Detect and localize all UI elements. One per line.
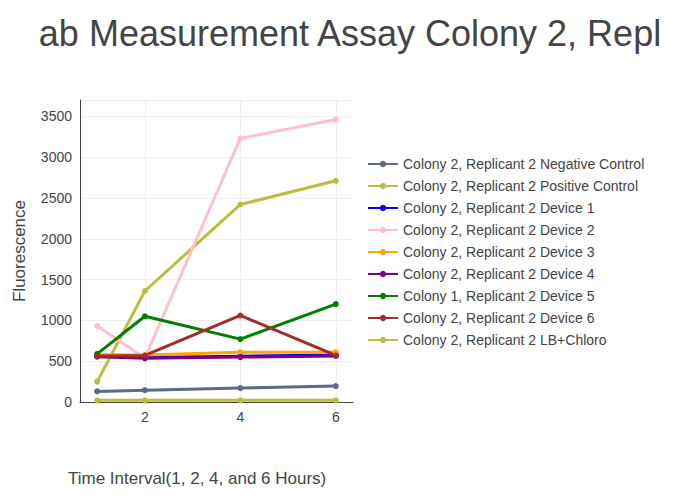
svg-text:2: 2 <box>141 409 149 425</box>
svg-text:1000: 1000 <box>41 312 72 328</box>
svg-text:6: 6 <box>332 409 340 425</box>
svg-text:Colony 2, Replicant 2 LB+Chlor: Colony 2, Replicant 2 LB+Chloro <box>403 332 607 348</box>
svg-text:Colony 2, Replicant 2 Device 1: Colony 2, Replicant 2 Device 1 <box>403 200 595 216</box>
svg-text:Colony 2, Replicant 2 Positive: Colony 2, Replicant 2 Positive Control <box>403 178 638 194</box>
svg-text:500: 500 <box>49 353 73 369</box>
svg-text:Colony 2, Replicant 2 Device 2: Colony 2, Replicant 2 Device 2 <box>403 222 595 238</box>
svg-text:2500: 2500 <box>41 190 72 206</box>
svg-text:Time Interval(1, 2, 4, and 6 H: Time Interval(1, 2, 4, and 6 Hours) <box>68 469 326 488</box>
svg-text:Colony 1, Replicant 2 Device 5: Colony 1, Replicant 2 Device 5 <box>403 288 595 304</box>
svg-text:Colony 2, Replicant 2 Device 3: Colony 2, Replicant 2 Device 3 <box>403 244 595 260</box>
svg-text:ab Measurement Assay Colony 2,: ab Measurement Assay Colony 2, Repl <box>39 13 661 54</box>
svg-text:3000: 3000 <box>41 149 72 165</box>
svg-text:1500: 1500 <box>41 272 72 288</box>
svg-text:0: 0 <box>64 394 72 410</box>
svg-text:Colony 2, Replicant 2 Negative: Colony 2, Replicant 2 Negative Control <box>403 156 644 172</box>
svg-text:2000: 2000 <box>41 231 72 247</box>
svg-text:Colony 2, Replicant 2 Device 6: Colony 2, Replicant 2 Device 6 <box>403 310 595 326</box>
svg-text:Colony 2, Replicant 2 Device 4: Colony 2, Replicant 2 Device 4 <box>403 266 595 282</box>
svg-text:Fluorescence: Fluorescence <box>10 200 29 302</box>
svg-text:4: 4 <box>236 409 244 425</box>
svg-text:3500: 3500 <box>41 108 72 124</box>
